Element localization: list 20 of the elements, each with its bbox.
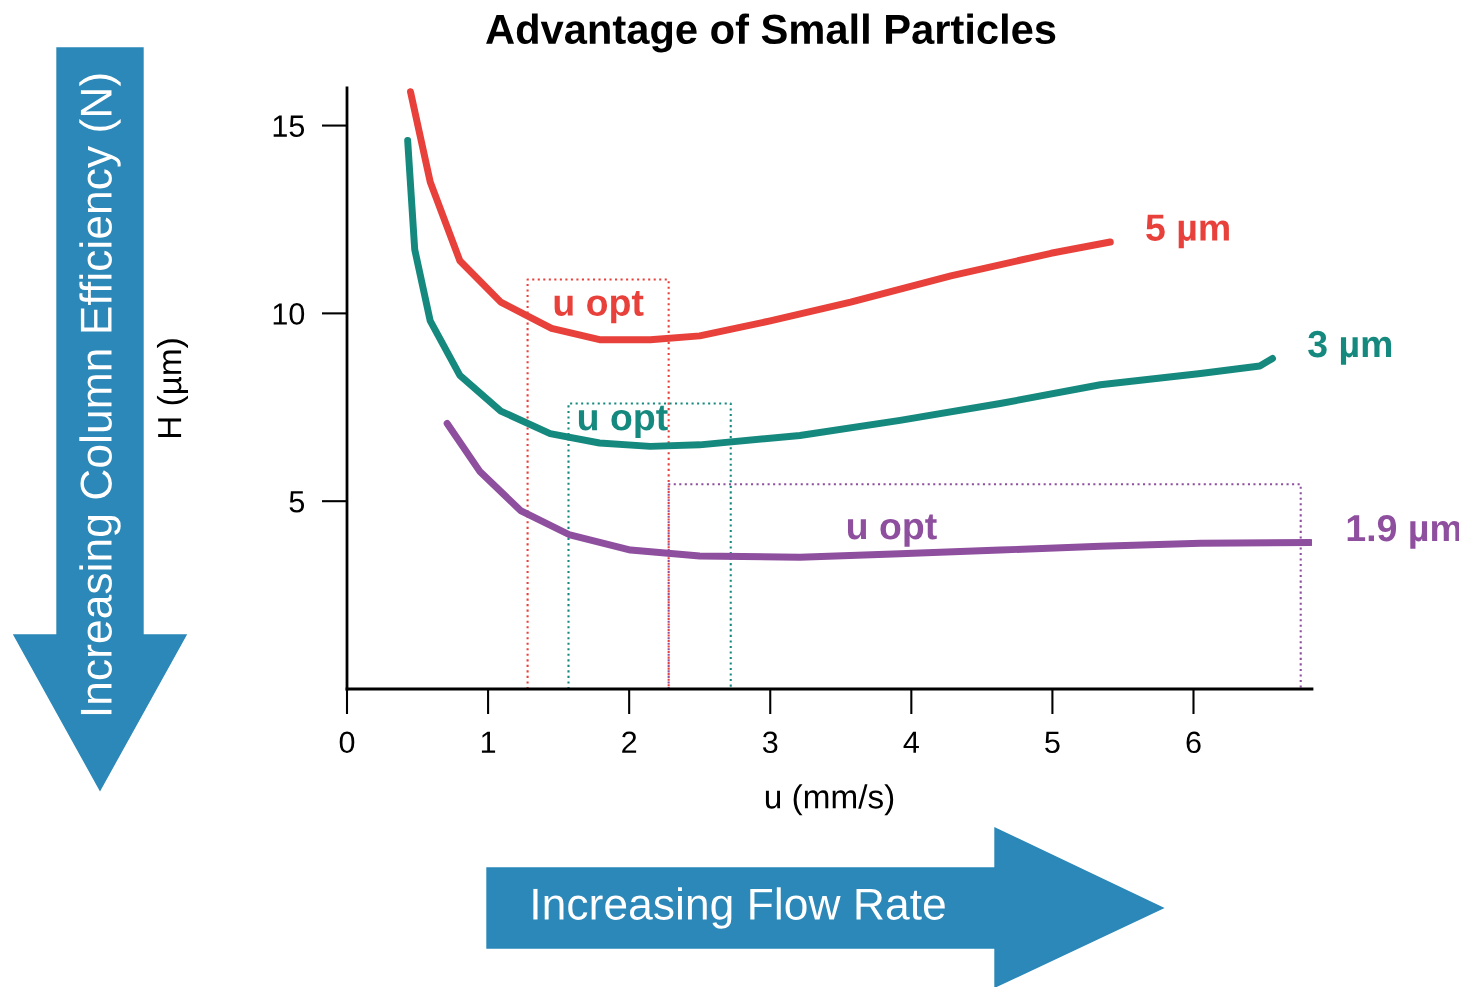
annotation: u opt — [554, 291, 644, 324]
x-tick-label: 1 — [481, 731, 496, 753]
y-axis-title: H (µm) — [156, 339, 189, 438]
x-axis-title: u (mm/s) — [765, 784, 894, 816]
x-tick-label: 4 — [903, 731, 919, 753]
y-tick-label: 15 — [273, 115, 305, 137]
x-tick-label: 2 — [622, 731, 637, 753]
x-tick-label: 5 — [1045, 731, 1060, 754]
y-tick-label: 10 — [273, 303, 305, 325]
x-tick-label: 0 — [339, 731, 355, 754]
annotation: u opt — [578, 405, 668, 438]
x-tick-label: 6 — [1186, 731, 1201, 754]
annotation: u opt — [847, 514, 937, 547]
chart-title: Advantage of Small Particles — [486, 13, 1056, 53]
text: Increasing Column Efficiency (N) — [79, 74, 121, 715]
series-label: 3 µm — [1308, 330, 1392, 365]
text: Increasing Flow Rate — [533, 887, 945, 929]
y-tick-label: 5 — [289, 491, 305, 513]
x-tick-label: 3 — [762, 731, 778, 754]
series-label: 5 µm — [1146, 214, 1229, 249]
